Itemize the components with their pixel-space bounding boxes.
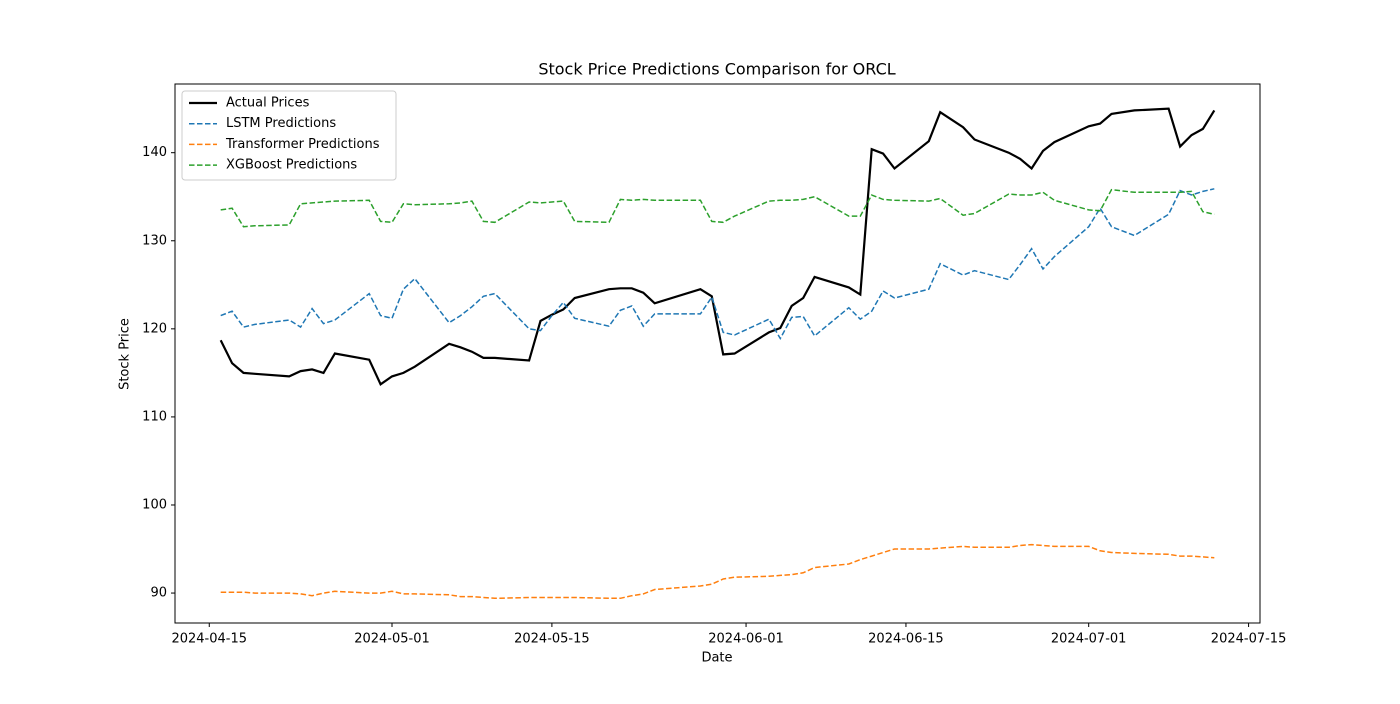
y-tick-label: 140 [142, 145, 167, 160]
series-line [220, 543, 1215, 600]
y-tick-label: 110 [142, 409, 167, 424]
x-tick-label: 2024-06-01 [708, 632, 784, 647]
x-tick-label: 2024-06-15 [868, 632, 944, 647]
plot-frame [174, 83, 1261, 624]
y-tick-label: 90 [150, 586, 167, 601]
y-tick-label: 130 [142, 233, 167, 248]
y-tick-label: 100 [142, 497, 167, 512]
legend-label: Transformer Predictions [225, 137, 380, 152]
x-tick-label: 2024-07-15 [1211, 632, 1287, 647]
legend-label: XGBoost Predictions [226, 158, 357, 173]
x-tick-label: 2024-04-15 [171, 632, 247, 647]
legend-label: Actual Prices [226, 96, 310, 111]
legend-box [181, 90, 397, 181]
x-tick-label: 2024-05-01 [354, 632, 430, 647]
x-axis-label: Date [701, 651, 732, 666]
y-axis-label: Stock Price [118, 318, 133, 390]
chart-title: Stock Price Predictions Comparison for O… [538, 60, 895, 79]
x-tick-label: 2024-07-01 [1051, 632, 1127, 647]
x-tick-label: 2024-05-15 [514, 632, 590, 647]
y-tick-label: 120 [142, 321, 167, 336]
series-line [219, 107, 1216, 386]
series-line [220, 188, 1215, 341]
series-line [220, 188, 1215, 228]
legend-label: LSTM Predictions [226, 116, 336, 131]
